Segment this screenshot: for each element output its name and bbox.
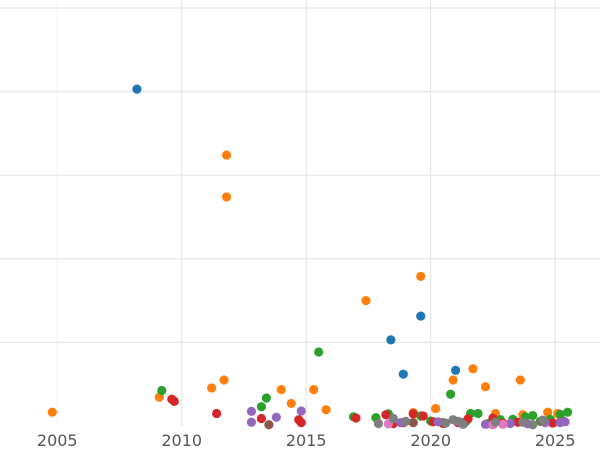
scatter-point [448,375,458,385]
scatter-point [548,418,558,428]
scatter-point [264,420,274,430]
scatter-point [398,369,408,379]
scatter-point [381,410,391,420]
scatter-point [538,415,548,425]
scatter-point [563,407,573,417]
scatter-point [490,417,501,427]
scatter-point [219,375,229,385]
scatter-point [169,396,179,406]
scatter-point [211,408,222,419]
scatter-point [408,409,418,419]
scatter-point [480,382,491,392]
scatter-point [560,417,570,427]
scatter-point [221,192,232,202]
scatter-point [480,419,491,429]
scatter-point [416,271,426,281]
scatter-point [401,416,411,427]
x-tick-label: 2025 [535,431,576,450]
scatter-point [528,420,538,430]
scatter-point [246,406,257,416]
scatter-point [448,415,458,425]
scatter-point [207,383,217,393]
scatter-point [505,418,515,429]
scatter-point [221,150,232,160]
scatter-point [276,385,286,395]
scatter-point [386,335,396,345]
points-layer [47,84,573,430]
scatter-point [314,347,324,357]
scatter-point [157,385,167,396]
scatter-point [296,418,306,428]
scatter-point [256,413,267,424]
scatter-point [261,393,271,403]
scatter-point [256,402,267,412]
scatter-point [498,419,508,429]
scatter-point [451,365,461,376]
scatter-point [473,408,483,419]
x-tick-label: 2005 [37,431,78,450]
scatter-point [286,398,296,409]
x-tick-label: 2020 [410,431,451,450]
scatter-point [458,419,468,429]
scatter-point [132,84,142,94]
scatter-point [515,375,525,385]
scatter-point [528,410,538,421]
scatter-point [47,407,57,417]
scatter-point [246,417,257,427]
scatter-point [309,385,319,395]
scatter-point [518,417,528,427]
scatter-point [416,311,426,321]
x-axis-tick-labels: 2005 2010 2015 2020 2025 [37,431,576,450]
grid-layer [0,0,600,426]
scatter-point [373,418,384,429]
scatter-point [361,296,371,306]
scatter-point [441,418,451,428]
scatter-point [408,418,418,428]
scatter-point [271,412,281,422]
scatter-point [543,407,553,417]
scatter-point [296,406,306,416]
x-tick-label: 2015 [286,431,327,450]
scatter-point [351,413,361,423]
scatter-point [468,364,478,374]
scatter-point [431,403,441,414]
scatter-point [446,389,456,399]
scatter-point [388,413,398,424]
scatter-point [433,417,443,427]
scatter-point [321,405,331,415]
scatter-point [418,411,428,421]
x-tick-label: 2010 [161,431,202,450]
